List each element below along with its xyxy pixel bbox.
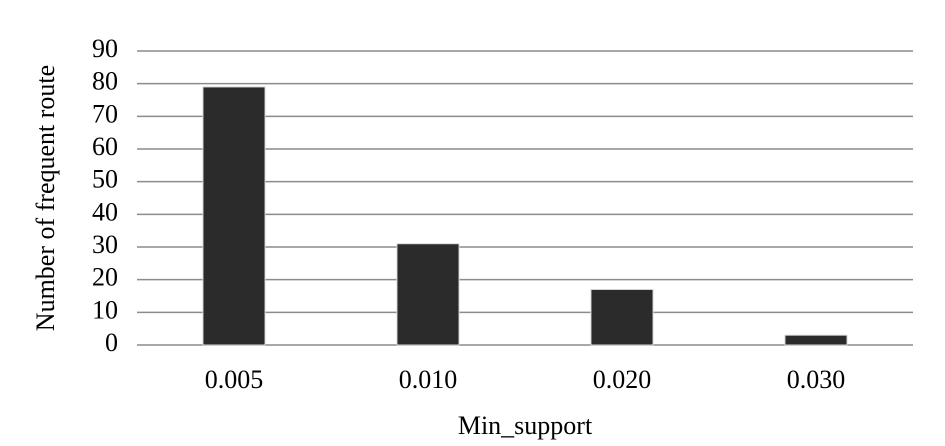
x-tick-label: 0.005: [205, 365, 264, 394]
y-tick-label: 20: [92, 263, 118, 292]
y-tick-label: 90: [92, 34, 118, 63]
y-tick-label: 70: [92, 99, 118, 128]
bar: [396, 243, 460, 346]
bar: [784, 334, 848, 346]
y-tick-label: 80: [92, 67, 118, 96]
y-tick-label: 30: [92, 230, 118, 259]
bar: [202, 86, 266, 346]
x-tick-label: 0.020: [593, 365, 652, 394]
y-tick-label: 0: [105, 328, 118, 357]
y-tick-label: 10: [92, 295, 118, 324]
x-tick-label: 0.030: [787, 365, 846, 394]
bar: [590, 288, 654, 346]
y-axis-title: Number of frequent route: [31, 65, 60, 331]
x-axis-title: Min_support: [458, 411, 593, 440]
y-tick-label: 60: [92, 132, 118, 161]
y-tick-label: 40: [92, 197, 118, 226]
x-tick-label: 0.010: [399, 365, 458, 394]
y-tick-label: 50: [92, 165, 118, 194]
